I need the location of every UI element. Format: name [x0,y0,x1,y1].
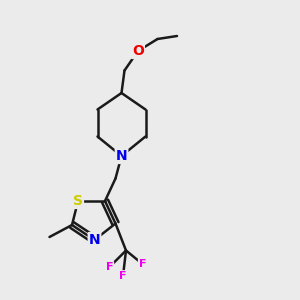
Text: F: F [119,271,127,281]
Text: F: F [139,259,146,269]
Text: S: S [73,194,83,208]
Text: N: N [116,149,127,163]
Text: F: F [106,262,113,272]
Text: N: N [89,233,100,247]
Text: O: O [132,44,144,58]
